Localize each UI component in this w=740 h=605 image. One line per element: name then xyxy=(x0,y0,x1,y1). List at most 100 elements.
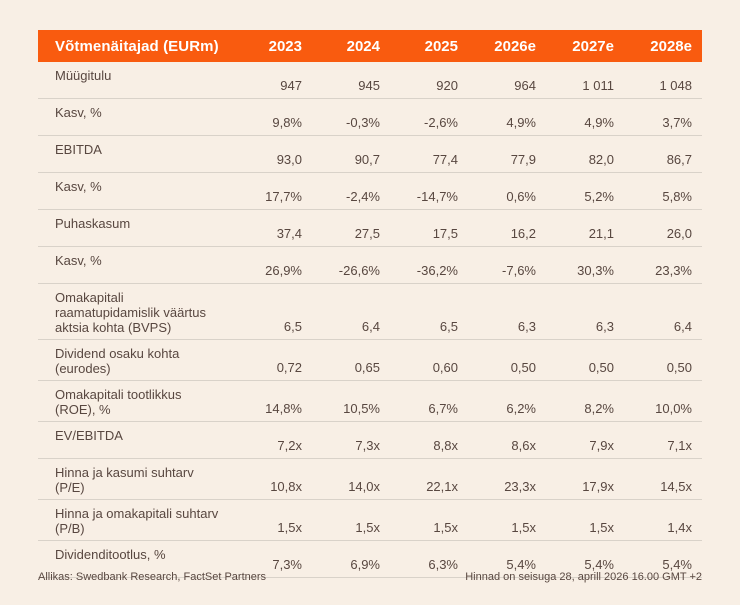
metric-value: -26,6% xyxy=(338,263,380,278)
metric-value: 77,9 xyxy=(510,152,536,167)
table-row: EBITDA 93,0 90,7 77,4 77,9 82,0 86,7 xyxy=(38,136,702,173)
metric-value: 5,4% xyxy=(584,557,614,572)
metric-value: 0,6% xyxy=(506,189,536,204)
metric-value: 0,60 xyxy=(432,360,458,375)
metric-value: 0,50 xyxy=(588,360,614,375)
metric-value: 7,3% xyxy=(272,557,302,572)
metric-value: 6,5 xyxy=(439,319,458,334)
metric-value: 7,2x xyxy=(277,438,302,453)
metric-value: 22,1x xyxy=(426,479,458,494)
metric-value: -14,7% xyxy=(416,189,458,204)
metric-value: 5,2% xyxy=(584,189,614,204)
table-body: Müügitulu 947 945 920 964 1 011 1 048 Kasv, % 9,… xyxy=(38,62,702,578)
metric-value: 8,8x xyxy=(433,438,458,453)
metric-value: 0,50 xyxy=(510,360,536,375)
metric-value: 4,9% xyxy=(506,115,536,130)
metric-label: Dividend osaku kohta (eurodes) xyxy=(55,346,180,376)
metric-value: 14,5x xyxy=(660,479,692,494)
metric-value: 90,7 xyxy=(354,152,380,167)
metric-value: 6,2% xyxy=(506,401,536,416)
metric-value: 0,72 xyxy=(276,360,302,375)
table-row: Kasv, % 17,7% -2,4% -14,7% 0,6% 5,2% 5,8% xyxy=(38,173,702,210)
metric-label: Kasv, % xyxy=(55,179,102,194)
metric-label: Kasv, % xyxy=(55,253,102,268)
metric-value: 1,5x xyxy=(433,520,458,535)
metric-value: 964 xyxy=(514,78,536,93)
metric-value: 26,0 xyxy=(666,226,692,241)
table-row: Puhaskasum 37,4 27,5 17,5 16,2 21,1 26,0 xyxy=(38,210,702,247)
metric-value: 14,0x xyxy=(348,479,380,494)
source-note: Allikas: Swedbank Research, FactSet Part… xyxy=(38,571,267,583)
metric-value: 17,7% xyxy=(265,189,302,204)
metric-value: 37,4 xyxy=(276,226,302,241)
metric-value: 16,2 xyxy=(510,226,536,241)
metric-label: EBITDA xyxy=(55,142,102,157)
table-header-row: Võtmenäitajad (EURm) 2023 2024 2025 2026e 20… xyxy=(38,30,702,62)
metric-value: 4,9% xyxy=(584,115,614,130)
metric-value: 82,0 xyxy=(588,152,614,167)
metric-value: 0,50 xyxy=(666,360,692,375)
metric-value: 86,7 xyxy=(666,152,692,167)
metric-value: 0,65 xyxy=(354,360,380,375)
table-row: Kasv, % 26,9% -26,6% -36,2% -7,6% 30,3% 23,3% xyxy=(38,247,702,284)
metric-label: EV/EBITDA xyxy=(55,428,123,443)
metric-value: 1 048 xyxy=(659,78,692,93)
key-indicators-table: Võtmenäitajad (EURm) 2023 2024 2025 2026e 20… xyxy=(38,30,702,578)
metric-value: -7,6% xyxy=(502,263,536,278)
metric-value: 8,2% xyxy=(584,401,614,416)
metric-value: 1,5x xyxy=(277,520,302,535)
footnotes: Allikas: Swedbank Research, FactSet Part… xyxy=(38,571,702,584)
table-row: Kasv, % 9,8% -0,3% -2,6% 4,9% 4,9% 3,7% xyxy=(38,99,702,136)
year-column-header: 2027e xyxy=(572,37,614,55)
metric-value: 7,9x xyxy=(589,438,614,453)
metric-value: 6,4 xyxy=(673,319,692,334)
table-row: Hinna ja omakapitali suhtarv (P/B) 1,5x 1,… xyxy=(38,500,702,541)
metric-value: 1,5x xyxy=(355,520,380,535)
table-row: Omakapitali raamatupidamislik väärtus ak… xyxy=(38,284,702,340)
metric-value: 26,9% xyxy=(265,263,302,278)
table-title: Võtmenäitajad (EURm) xyxy=(55,37,219,55)
metric-value: -2,6% xyxy=(424,115,458,130)
metric-value: 1 011 xyxy=(582,78,614,93)
metric-value: 6,7% xyxy=(428,401,458,416)
metric-value: 6,3 xyxy=(595,319,614,334)
table-row: Müügitulu 947 945 920 964 1 011 1 048 xyxy=(38,62,702,99)
metric-value: 77,4 xyxy=(432,152,458,167)
metric-value: 5,4% xyxy=(506,557,536,572)
metric-value: -2,4% xyxy=(346,189,380,204)
metric-value: 1,4x xyxy=(667,520,692,535)
table-row: Omakapitali tootlikkus (ROE), % 14,8% 10,5… xyxy=(38,381,702,422)
metric-label: Puhaskasum xyxy=(55,216,131,231)
metric-value: 947 xyxy=(280,78,302,93)
metric-label: Omakapitali raamatupidamislik väärtus ak… xyxy=(55,290,207,335)
metric-label: Kasv, % xyxy=(55,105,102,120)
table-row: Hinna ja kasumi suhtarv (P/E) 10,8x 14,0x 2… xyxy=(38,459,702,500)
year-column-header: 2024 xyxy=(346,37,380,55)
metric-value: 6,5 xyxy=(283,319,302,334)
metric-value: 6,4 xyxy=(361,319,380,334)
metric-label: Müügitulu xyxy=(55,68,112,83)
metric-value: 8,6x xyxy=(511,438,536,453)
table-row: Dividend osaku kohta (eurodes) 0,72 0,65 0,… xyxy=(38,340,702,381)
metric-value: 6,3 xyxy=(517,319,536,334)
metric-value: 10,0% xyxy=(655,401,692,416)
metric-value: 27,5 xyxy=(354,226,380,241)
metric-value: 23,3% xyxy=(655,263,692,278)
metric-value: 5,4% xyxy=(662,557,692,572)
metric-value: 17,9x xyxy=(582,479,614,494)
metric-value: 945 xyxy=(358,78,380,93)
metric-value: 9,8% xyxy=(272,115,302,130)
metric-value: 30,3% xyxy=(577,263,614,278)
metric-value: 7,3x xyxy=(355,438,380,453)
metric-label: Hinna ja omakapitali suhtarv (P/B) xyxy=(55,506,219,536)
metric-value: -0,3% xyxy=(346,115,380,130)
metric-value: 7,1x xyxy=(667,438,692,453)
table-row: Dividenditootlus, % 7,3% 6,9% 6,3% 5,4% 5,4% 5… xyxy=(38,541,702,578)
year-column-header: 2023 xyxy=(268,37,302,55)
metric-value: 5,8% xyxy=(662,189,692,204)
metric-value: 3,7% xyxy=(662,115,692,130)
year-column-header: 2028e xyxy=(650,37,692,55)
metric-value: -36,2% xyxy=(416,263,458,278)
metric-value: 10,5% xyxy=(343,401,380,416)
